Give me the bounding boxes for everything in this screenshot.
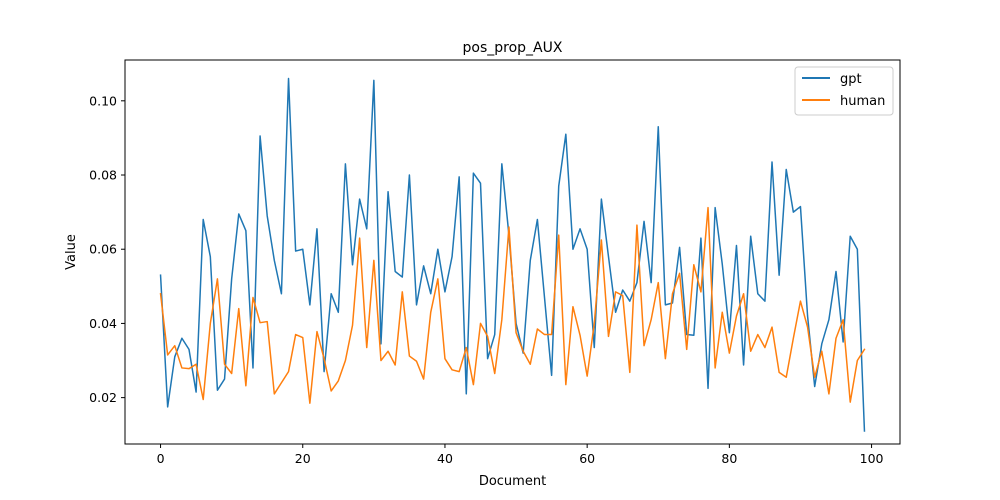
x-tick-label: 20 [295, 451, 311, 466]
y-axis-ticks: 0.02 0.04 0.06 0.08 0.10 [89, 93, 125, 405]
x-tick-label: 100 [860, 451, 884, 466]
plot-area [159, 77, 866, 432]
axes-frame [124, 59, 901, 445]
y-tick-label: 0.08 [89, 168, 117, 183]
legend-label-gpt: gpt [840, 72, 862, 87]
x-axis-ticks: 0 20 40 60 80 100 [157, 444, 884, 466]
x-tick-label: 60 [579, 451, 595, 466]
legend-label-human: human [840, 94, 885, 109]
x-tick-label: 0 [157, 451, 165, 466]
series-line-human [159, 206, 866, 404]
x-tick-label: 80 [721, 451, 737, 466]
axes [124, 59, 901, 445]
y-tick-label: 0.02 [89, 390, 117, 405]
y-tick-label: 0.04 [89, 316, 117, 331]
y-tick-label: 0.10 [89, 93, 117, 108]
y-tick-label: 0.06 [89, 242, 117, 257]
legend: gpt human [794, 66, 894, 116]
chart-title: pos_prop_AUX [463, 40, 563, 56]
x-axis-label: Document [479, 474, 546, 489]
y-axis-label: Value [64, 234, 79, 270]
x-tick-label: 40 [437, 451, 453, 466]
